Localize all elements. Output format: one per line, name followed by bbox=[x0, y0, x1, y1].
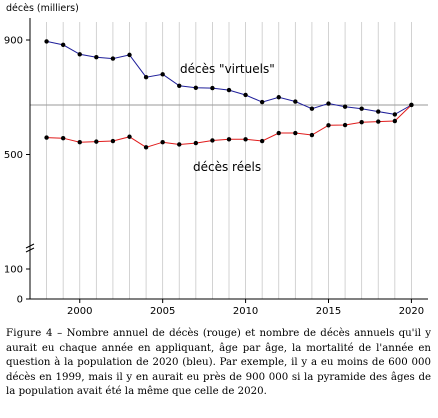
data-point bbox=[359, 106, 364, 111]
y-tick-label: 0 bbox=[17, 295, 23, 306]
y-tick-label: 900 bbox=[4, 36, 23, 47]
series-label-virtual: décès "virtuels" bbox=[180, 62, 275, 76]
data-point bbox=[44, 135, 49, 140]
data-point bbox=[293, 130, 298, 136]
x-tick-label: 2000 bbox=[67, 306, 92, 317]
data-point bbox=[160, 139, 165, 145]
data-point bbox=[177, 83, 182, 89]
data-point bbox=[94, 54, 99, 60]
figure-caption: Figure 4 – Nombre annuel de décès (rouge… bbox=[6, 327, 431, 400]
data-point bbox=[309, 132, 315, 138]
data-point bbox=[77, 139, 82, 145]
axis-break bbox=[25, 243, 35, 249]
data-point bbox=[392, 118, 398, 124]
data-point bbox=[276, 130, 281, 136]
data-point bbox=[243, 92, 248, 98]
data-point bbox=[276, 95, 281, 100]
data-point bbox=[409, 102, 414, 108]
x-tick-label: 2005 bbox=[150, 306, 175, 317]
data-point bbox=[193, 85, 199, 91]
axis-break bbox=[25, 247, 35, 253]
data-point bbox=[143, 145, 149, 150]
data-point bbox=[160, 72, 165, 77]
data-point bbox=[110, 138, 116, 144]
grid-lines bbox=[46, 22, 412, 299]
x-tick-label: 2015 bbox=[316, 306, 341, 317]
series-label-real: décès réels bbox=[193, 160, 261, 174]
chart: 0 100 500 900 2000 2005 2010 2015 2020 décès (mi… bbox=[4, 3, 428, 317]
data-point bbox=[309, 106, 315, 111]
y-tick-label: 100 bbox=[4, 265, 23, 276]
data-point bbox=[326, 123, 331, 128]
data-point bbox=[60, 42, 66, 48]
data-point bbox=[44, 39, 49, 44]
data-point bbox=[243, 137, 248, 142]
data-point bbox=[60, 135, 66, 141]
x-tick-label: 2020 bbox=[399, 306, 424, 317]
caption-text: Nombre annuel de décès (rouge) et nombre… bbox=[6, 328, 431, 398]
data-point bbox=[127, 52, 132, 58]
data-point bbox=[342, 122, 348, 128]
data-point bbox=[210, 85, 215, 91]
axes: 0 100 500 900 2000 2005 2010 2015 2020 bbox=[4, 18, 428, 317]
data-point bbox=[326, 101, 331, 106]
y-tick-label: 500 bbox=[4, 150, 23, 161]
data-point bbox=[392, 112, 398, 117]
data-point bbox=[94, 139, 99, 144]
data-point bbox=[376, 119, 381, 124]
data-point bbox=[210, 138, 215, 143]
data-point bbox=[293, 99, 298, 104]
data-point bbox=[177, 142, 182, 147]
caption-label: Figure 4 – bbox=[6, 328, 63, 339]
data-point bbox=[127, 134, 132, 139]
data-point bbox=[110, 56, 116, 61]
data-point bbox=[376, 109, 381, 114]
data-point bbox=[143, 75, 149, 80]
series bbox=[44, 39, 414, 150]
y-axis-label: décès (milliers) bbox=[6, 3, 79, 14]
data-point bbox=[193, 140, 199, 146]
data-point bbox=[77, 52, 82, 57]
x-tick-label: 2010 bbox=[233, 306, 258, 317]
data-point bbox=[226, 137, 232, 142]
data-point bbox=[226, 87, 232, 93]
data-point bbox=[259, 99, 265, 105]
data-point bbox=[342, 104, 348, 109]
data-point bbox=[259, 138, 265, 144]
data-point bbox=[359, 119, 364, 125]
